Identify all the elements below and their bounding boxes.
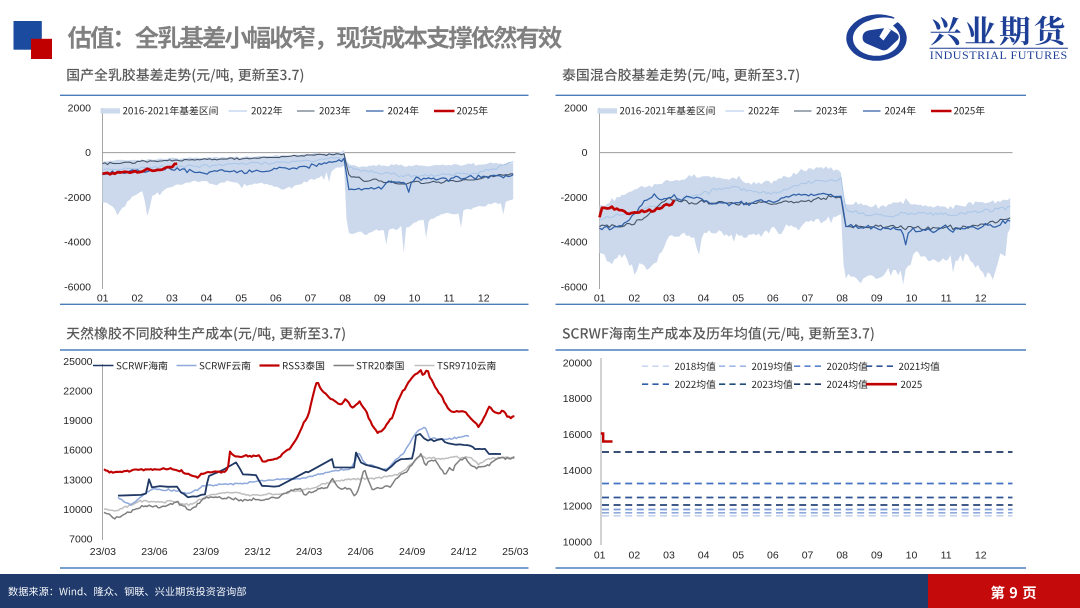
svg-text:22000: 22000: [63, 386, 92, 398]
svg-text:24/03: 24/03: [296, 546, 322, 558]
svg-text:24/12: 24/12: [451, 546, 477, 558]
svg-text:01: 01: [97, 293, 109, 305]
svg-text:09: 09: [374, 293, 386, 305]
svg-text:23/12: 23/12: [244, 546, 270, 558]
svg-text:03: 03: [663, 293, 675, 305]
svg-text:11: 11: [941, 549, 952, 561]
svg-text:11: 11: [444, 293, 455, 305]
svg-text:08: 08: [836, 549, 848, 561]
svg-text:09: 09: [871, 549, 883, 561]
svg-text:2000: 2000: [564, 103, 588, 115]
svg-text:10: 10: [906, 549, 918, 561]
svg-text:02: 02: [131, 293, 143, 305]
svg-text:07: 07: [802, 293, 814, 305]
svg-text:2000: 2000: [68, 103, 92, 115]
svg-text:-2000: -2000: [561, 192, 588, 204]
svg-text:25/03: 25/03: [502, 546, 528, 558]
svg-text:05: 05: [732, 549, 744, 561]
svg-text:-4000: -4000: [561, 237, 588, 249]
svg-text:12: 12: [975, 293, 987, 305]
svg-text:08: 08: [836, 293, 848, 305]
svg-text:13000: 13000: [63, 474, 92, 486]
svg-text:12: 12: [478, 293, 490, 305]
svg-text:14000: 14000: [563, 465, 592, 477]
svg-text:0: 0: [85, 147, 91, 159]
svg-text:01: 01: [594, 549, 606, 561]
svg-text:07: 07: [802, 549, 814, 561]
svg-text:05: 05: [732, 293, 744, 305]
svg-text:03: 03: [663, 549, 675, 561]
svg-text:01: 01: [594, 293, 606, 305]
svg-text:-2000: -2000: [64, 192, 91, 204]
svg-text:18000: 18000: [563, 393, 592, 405]
svg-text:23/03: 23/03: [90, 546, 116, 558]
svg-text:05: 05: [235, 293, 247, 305]
svg-text:-4000: -4000: [64, 237, 91, 249]
svg-text:10: 10: [409, 293, 421, 305]
svg-text:03: 03: [166, 293, 178, 305]
svg-text:06: 06: [767, 549, 779, 561]
svg-text:07: 07: [305, 293, 317, 305]
svg-text:09: 09: [871, 293, 883, 305]
svg-text:INDUSTRIAL FUTURES: INDUSTRIAL FUTURES: [930, 48, 1068, 62]
svg-text:10000: 10000: [563, 536, 592, 548]
svg-text:04: 04: [698, 293, 710, 305]
svg-text:7000: 7000: [69, 533, 93, 545]
svg-text:24/09: 24/09: [399, 546, 425, 558]
svg-text:24/06: 24/06: [348, 546, 374, 558]
svg-text:23/09: 23/09: [193, 546, 219, 558]
svg-text:19000: 19000: [63, 415, 92, 427]
svg-text:-6000: -6000: [561, 281, 588, 293]
svg-text:-6000: -6000: [64, 281, 91, 293]
svg-text:04: 04: [698, 549, 710, 561]
svg-text:25000: 25000: [63, 356, 92, 368]
svg-text:10000: 10000: [63, 504, 92, 516]
svg-text:0: 0: [582, 147, 588, 159]
svg-text:02: 02: [628, 549, 640, 561]
svg-text:08: 08: [339, 293, 351, 305]
svg-text:06: 06: [270, 293, 282, 305]
svg-text:10: 10: [906, 293, 918, 305]
svg-text:16000: 16000: [563, 429, 592, 441]
svg-text:23/06: 23/06: [141, 546, 167, 558]
svg-text:12: 12: [975, 549, 987, 561]
svg-text:06: 06: [767, 293, 779, 305]
svg-text:12000: 12000: [563, 501, 592, 513]
svg-text:02: 02: [628, 293, 640, 305]
svg-text:04: 04: [201, 293, 213, 305]
svg-text:11: 11: [941, 293, 952, 305]
svg-text:20000: 20000: [563, 357, 592, 369]
svg-text:16000: 16000: [63, 445, 92, 457]
